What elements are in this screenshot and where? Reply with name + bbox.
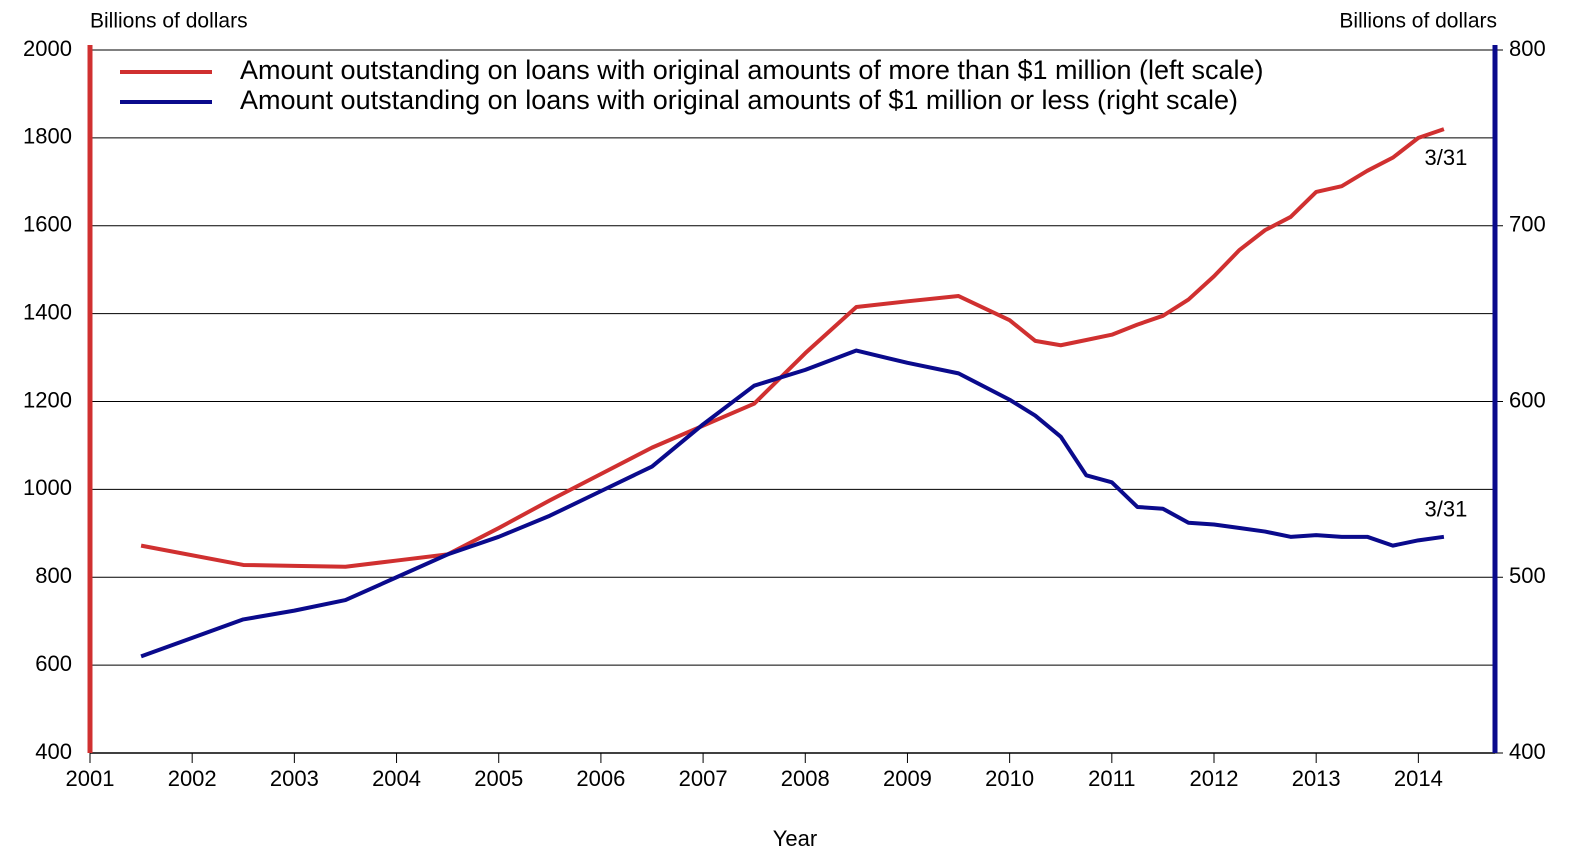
y2-tick-label: 400	[1509, 739, 1546, 764]
y-tick-label: 400	[35, 739, 72, 764]
legend-label: Amount outstanding on loans with origina…	[240, 55, 1264, 85]
x-tick-label: 2010	[985, 766, 1034, 791]
y-tick-label: 2000	[23, 36, 72, 61]
y-tick-label: 1600	[23, 212, 72, 237]
y-tick-label: 1800	[23, 124, 72, 149]
annotation: 3/31	[1424, 145, 1467, 170]
x-tick-label: 2012	[1190, 766, 1239, 791]
y-tick-label: 600	[35, 651, 72, 676]
y2-tick-label: 800	[1509, 36, 1546, 61]
y2-tick-label: 500	[1509, 563, 1546, 588]
y-axis-label: Billions of dollars	[90, 10, 248, 33]
y-tick-label: 800	[35, 563, 72, 588]
x-tick-label: 2014	[1394, 766, 1443, 791]
y2-tick-label: 700	[1509, 212, 1546, 237]
y2-axis-label: Billions of dollars	[1339, 10, 1497, 33]
x-tick-label: 2006	[576, 766, 625, 791]
y-tick-label: 1400	[23, 299, 72, 324]
x-tick-label: 2003	[270, 766, 319, 791]
x-tick-label: 2008	[781, 766, 830, 791]
line-series	[140, 348, 1445, 659]
x-tick-label: 2005	[474, 766, 523, 791]
annotation: 3/31	[1424, 497, 1467, 522]
x-tick-label: 2004	[372, 766, 421, 791]
y-tick-label: 1000	[23, 475, 72, 500]
x-tick-label: 2011	[1088, 766, 1135, 791]
line-series	[140, 127, 1445, 569]
x-axis-label: Year	[773, 826, 817, 851]
y-tick-label: 1200	[23, 387, 72, 412]
x-tick-label: 2013	[1292, 766, 1341, 791]
x-tick-label: 2001	[66, 766, 115, 791]
legend-label: Amount outstanding on loans with origina…	[240, 85, 1238, 115]
y2-tick-label: 600	[1509, 387, 1546, 412]
x-tick-label: 2002	[168, 766, 217, 791]
x-tick-label: 2009	[883, 766, 932, 791]
x-tick-label: 2007	[679, 766, 728, 791]
